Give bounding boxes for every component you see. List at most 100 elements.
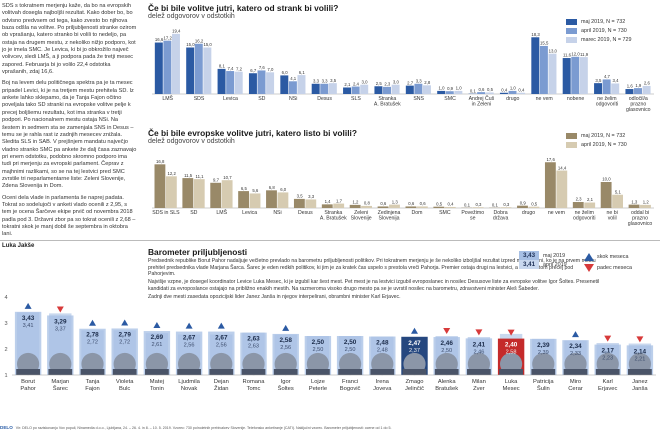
bar-smc-1 <box>437 90 446 94</box>
bar-drugo-2 <box>508 90 517 94</box>
data-label-ne-vem-1: 18,3 <box>531 32 540 37</box>
y-tick-1: 1 <box>4 373 7 379</box>
data-label-desus-2: 3,3 <box>308 194 315 199</box>
value-may-dejan-zidan: 2,67 <box>215 335 228 342</box>
bar-stranka-a-bratusek-2 <box>333 203 345 208</box>
name-last-patricija-sulin: Šulin <box>537 385 550 392</box>
category-label-sds: SDS <box>194 96 205 102</box>
avatar-shoulders-matej-tonin <box>145 369 169 375</box>
bar-levica-2 <box>226 71 235 94</box>
value-april-franci-bogovic: 2,50 <box>345 347 356 353</box>
avatar-shoulders-ljudmila-novak <box>177 369 201 375</box>
value-april-matej-tonin: 2,61 <box>151 342 162 348</box>
data-label-zedinjena-slovenija-1: 0,6 <box>380 201 387 206</box>
trend-down-icon-karl-erjavec <box>604 335 612 342</box>
name-first-miro-cerar: Miro <box>570 379 581 385</box>
bar-lms-1 <box>210 182 222 208</box>
data-label-smc-3: 1,0 <box>456 86 463 91</box>
bar-ne-bi-volil-2 <box>612 194 624 208</box>
value-april-tanja-fajon: 2,72 <box>87 340 98 346</box>
data-label-sd-3: 7,0 <box>267 67 274 72</box>
category-label-nsi: NSi <box>289 96 297 102</box>
bar-sns-2 <box>414 83 423 94</box>
bar-nsi-2 <box>277 192 289 208</box>
bar-oddal-bi-prazno-glasovnico-1 <box>628 204 640 208</box>
data-label-nsi-1: 6,8 <box>269 185 276 190</box>
data-label-drugo-3: 0,4 <box>518 87 525 92</box>
value-april-violeta-bulc: 2,72 <box>119 339 130 345</box>
barometer-legend-april: 3,41 april 2019 <box>519 260 567 269</box>
trend-up-icon-miro-cerar <box>572 331 579 338</box>
value-may-janez-jansa: 2,14 <box>634 348 647 355</box>
data-label-smc-2: 0,9 <box>447 86 454 91</box>
down-arrow-icon <box>584 263 594 272</box>
name-last-karl-erjavec: Erjavec <box>598 386 617 392</box>
bar-sd-2 <box>193 179 205 208</box>
bar-ne-zelim-odgovoriti-1 <box>594 83 603 94</box>
value-may-tanja-fajon: 2,78 <box>86 332 99 339</box>
bar-nobene-1 <box>562 58 571 94</box>
avatar-shoulders-patricija-sulin <box>531 369 556 375</box>
data-label-levica-2: 5,6 <box>252 188 259 193</box>
chart1-party-bars: 16,6 17,219,4 LMŠ 15,016,215,0 SDS 8,1 7,4 7,2 L… <box>152 29 654 113</box>
name-first-zmago-jelincic: Zmago <box>405 379 423 385</box>
value-may-milan-zver: 2,41 <box>473 341 486 348</box>
bar-sds-1 <box>186 47 195 94</box>
data-label-levica-3: 7,2 <box>236 66 243 71</box>
avatar-shoulders-borut-pahor <box>16 369 40 375</box>
value-may-igor-soltes: 2,58 <box>279 337 292 344</box>
barometer-paragraph-3: Zadnji dve mesti zasedata opozicijski li… <box>148 293 401 300</box>
bar-dobra-drzava-2 <box>500 207 512 208</box>
avatar-shoulders-milan-zver <box>467 369 491 375</box>
article-paragraph-3: Oceni dela vlade in parlamenta še naprej… <box>2 194 136 238</box>
bar-sd-3 <box>266 72 275 94</box>
data-label-sds-in-sls-1: 16,8 <box>156 159 165 164</box>
bar-lms-2 <box>163 40 172 94</box>
bar-desus-3 <box>328 83 337 94</box>
category-label-stranka-a-bratusek: Stranka <box>378 96 396 102</box>
section-divider <box>0 240 660 241</box>
data-label-desus-1: 3,3 <box>313 78 320 83</box>
up-arrow-icon <box>584 252 594 261</box>
category-label-drugo: drugo <box>522 210 535 216</box>
data-label-ne-vem-3: 13,0 <box>549 48 558 53</box>
avatar-shoulders-violeta-bulc <box>112 369 137 375</box>
bar-ne-bi-volil-1 <box>600 182 612 208</box>
data-label-ne-zelim-odgovoriti-2: 4,7 <box>604 74 611 79</box>
bar-dom-2 <box>416 206 428 208</box>
category-label-sds-in-sls: SDS in SLS <box>152 210 180 216</box>
category-label-dobra-drzava-2: država <box>493 216 509 222</box>
bar-dom-1 <box>405 206 417 208</box>
name-first-marjan-sarec: Marjan <box>51 379 69 385</box>
bar-ne-vem-2 <box>539 45 548 94</box>
chart2-legend-swatch-may <box>566 132 577 139</box>
bar-ne-vem-1 <box>544 162 556 208</box>
article-paragraph-1: SDS s tokratnem merjenju kaže, da bo na … <box>2 3 137 76</box>
data-label-stranka-a-bratusek-1: 1,4 <box>325 199 332 204</box>
data-label-odlocil-a-prazno-glasovnico-2: 1,9 <box>635 83 642 88</box>
value-may-marjan-sarec: 3,29 <box>54 318 67 325</box>
barometer-legend-may: 3,43 maj 2019 <box>519 251 567 260</box>
chart1-legend-swatch-april <box>566 27 577 34</box>
bar-sds-2 <box>194 43 203 94</box>
value-april-irena-joveva: 2,48 <box>377 348 388 354</box>
chart1-subtitle: delež odgovorov v odstotkih <box>148 13 235 20</box>
bar-nobene-3 <box>579 57 588 94</box>
bar-stranka-a-bratusek-2 <box>383 86 392 94</box>
data-label-andrej-cus-in-zeleni-1: 0,1 <box>470 88 477 93</box>
bar-sd-2 <box>257 70 266 94</box>
data-label-zeleni-slovenije-2: 0,8 <box>364 201 371 206</box>
chart1-legend-swatch-march <box>566 36 577 43</box>
category-label-stranka-a-bratusek: Stranka <box>324 210 342 216</box>
value-april-ljudmila-novak: 2,56 <box>184 343 195 349</box>
bar-lms-3 <box>171 33 180 94</box>
category-label-oddal-bi-prazno-glasovnico-3: glasovnico <box>628 221 653 227</box>
category-label-zeleni-slovenije: Zeleni <box>354 210 368 216</box>
chart2-eu-list-bars: 16,8 12,2 SDS in SLS 11,5 11,1 SD 9,710,7 LMŠ 6,… <box>152 157 654 227</box>
category-label-oddal-bi-prazno-glasovnico-2: prazno <box>632 216 648 222</box>
value-may-patricija-sulin: 2,39 <box>537 342 550 349</box>
y-tick-3: 3 <box>4 321 7 327</box>
data-label-odlocil-a-prazno-glasovnico-1: 1,6 <box>627 84 634 89</box>
category-label-lms: LMŠ <box>162 95 173 102</box>
value-april-milan-zver: 2,46 <box>473 349 484 355</box>
